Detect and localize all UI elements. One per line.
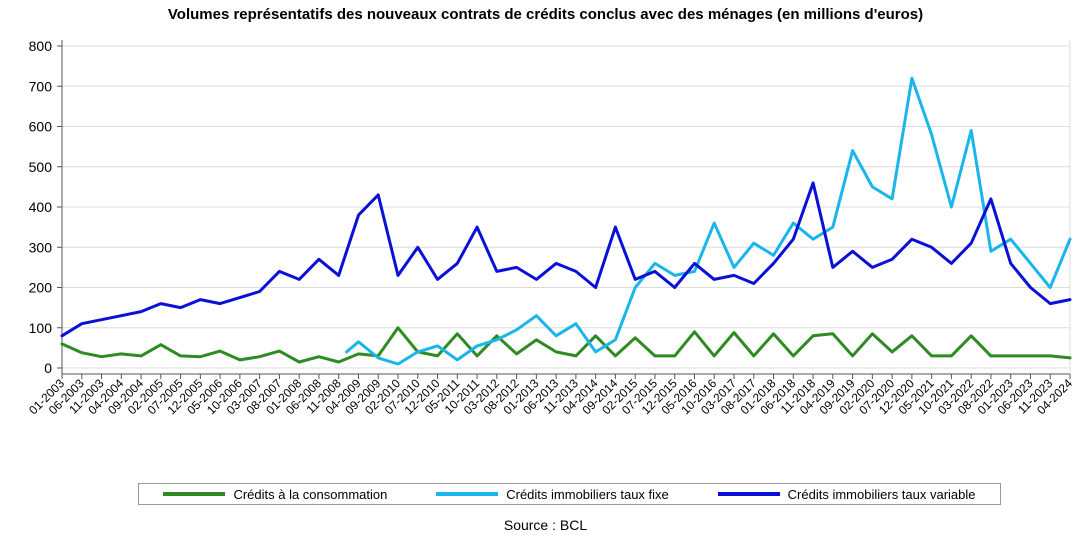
y-tick-label-0: 0: [44, 360, 52, 376]
y-tick-label-1: 100: [29, 320, 53, 336]
y-tick-labels: 0 100 200 300 400 500 600 700 800: [29, 38, 53, 376]
series-line-1: [345, 76, 1072, 366]
legend: Crédits à la consommation Crédits immobi…: [138, 483, 1001, 505]
y-tick-label-7: 700: [29, 78, 53, 94]
legend-item-taux-fixe: Crédits immobiliers taux fixe: [436, 487, 669, 502]
y-tick-label-4: 400: [29, 199, 53, 215]
chart-title: Volumes représentatifs des nouveaux cont…: [167, 6, 924, 23]
y-tick-label-3: 300: [29, 239, 53, 255]
y-tick-label-8: 800: [29, 38, 53, 54]
legend-label-consommation: Crédits à la consommation: [233, 486, 388, 502]
series-line-2: [60, 181, 1072, 338]
legend-swatch-consommation: [163, 492, 226, 496]
y-tick-label-6: 600: [29, 119, 53, 135]
axes: [57, 40, 1071, 379]
y-tick-label-5: 500: [29, 159, 53, 175]
series-lines: [60, 76, 1072, 366]
legend-item-taux-variable: Crédits immobiliers taux variable: [717, 486, 976, 502]
legend-item-consommation: Crédits à la consommation: [163, 487, 387, 502]
legend-swatch-taux-variable: [717, 492, 780, 496]
legend-swatch-taux-fixe: [436, 492, 499, 496]
line-chart: 0 100 200 300 400 500 600 700 800 01-200306-2003…: [26, 38, 1075, 417]
legend-label-taux-fixe: Crédits immobiliers taux fixe: [506, 486, 669, 502]
legend-label-taux-variable: Crédits immobiliers taux variable: [787, 486, 976, 502]
source-note: Source : BCL: [503, 517, 588, 533]
y-tick-label-2: 200: [29, 280, 53, 296]
series-line-0: [60, 326, 1072, 364]
x-tick-labels: 01-200306-200311-200304-200409-200402-20…: [26, 376, 1075, 417]
